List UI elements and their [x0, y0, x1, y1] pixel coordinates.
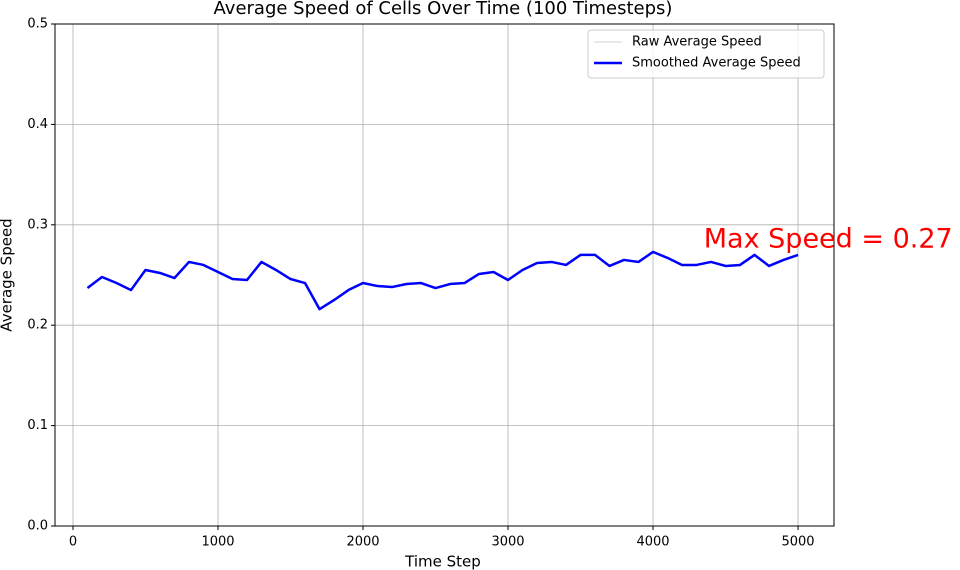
x-tick-label: 1000 — [201, 535, 234, 550]
x-axis-label: Time Step — [404, 553, 481, 570]
y-tick-label: 0.1 — [27, 418, 48, 433]
y-tick-label: 0.2 — [27, 318, 48, 333]
x-tick-label: 5000 — [781, 535, 814, 550]
y-tick-label: 0.0 — [27, 519, 48, 534]
y-tick-label: 0.5 — [27, 17, 48, 32]
x-tick-label: 3000 — [491, 535, 524, 550]
plot-frame — [54, 23, 835, 527]
x-tick-label: 4000 — [636, 535, 669, 550]
legend-label: Smoothed Average Speed — [632, 56, 801, 71]
y-tick-label: 0.3 — [27, 217, 48, 232]
y-tick-label: 0.4 — [27, 117, 48, 132]
chart-title: Average Speed of Cells Over Time (100 Ti… — [214, 0, 673, 19]
x-tick-label: 2000 — [346, 535, 379, 550]
series-line — [86, 250, 799, 311]
x-tick-label: 0 — [69, 535, 77, 550]
legend-label: Raw Average Speed — [632, 35, 762, 50]
annotation: Max Speed = 0.27 — [704, 223, 953, 254]
y-axis-label: Average Speed — [0, 218, 16, 331]
legend-box — [587, 29, 825, 79]
